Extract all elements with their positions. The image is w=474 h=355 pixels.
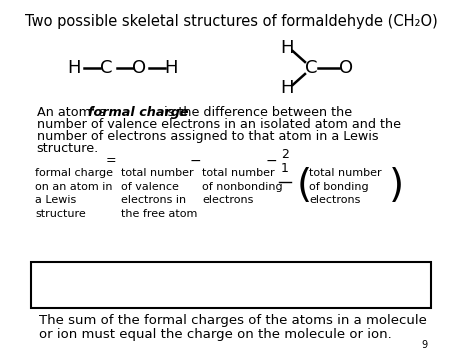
Text: formal charge
on an atom in
a Lewis
structure: formal charge on an atom in a Lewis stru… — [35, 168, 113, 219]
Text: O: O — [132, 59, 146, 77]
Text: H: H — [67, 59, 81, 77]
Text: number of valence electrons in an isolated atom and the: number of valence electrons in an isolat… — [37, 118, 401, 131]
Text: structure.: structure. — [37, 142, 99, 155]
Text: H: H — [280, 39, 293, 57]
Text: 1: 1 — [281, 162, 289, 175]
Text: 2: 2 — [281, 148, 289, 161]
Text: H: H — [164, 59, 178, 77]
Text: An atomʼ s: An atomʼ s — [37, 106, 109, 119]
Text: =: = — [105, 154, 116, 167]
Text: C: C — [305, 59, 318, 77]
Text: 9: 9 — [421, 340, 427, 350]
Text: total number
of nonbonding
electrons: total number of nonbonding electrons — [202, 168, 283, 205]
Text: $($: $($ — [296, 166, 310, 205]
Text: total number
of bonding
electrons: total number of bonding electrons — [310, 168, 382, 205]
Text: O: O — [339, 59, 354, 77]
Text: −: − — [189, 154, 201, 168]
FancyBboxPatch shape — [31, 262, 431, 308]
Text: number of electrons assigned to that atom in a Lewis: number of electrons assigned to that ato… — [37, 130, 378, 143]
Text: is the difference between the: is the difference between the — [160, 106, 352, 119]
Text: Two possible skeletal structures of formaldehyde (CH₂O): Two possible skeletal structures of form… — [25, 14, 438, 29]
Text: total number
of valence
electrons in
the free atom: total number of valence electrons in the… — [121, 168, 198, 219]
Text: or ion must equal the charge on the molecule or ion.: or ion must equal the charge on the mole… — [38, 328, 391, 341]
Text: $)$: $)$ — [388, 166, 401, 205]
Text: H: H — [280, 79, 293, 97]
Text: formal charge: formal charge — [88, 106, 188, 119]
Text: C: C — [100, 59, 112, 77]
Text: The sum of the formal charges of the atoms in a molecule: The sum of the formal charges of the ato… — [38, 314, 427, 327]
Text: −: − — [266, 154, 277, 168]
